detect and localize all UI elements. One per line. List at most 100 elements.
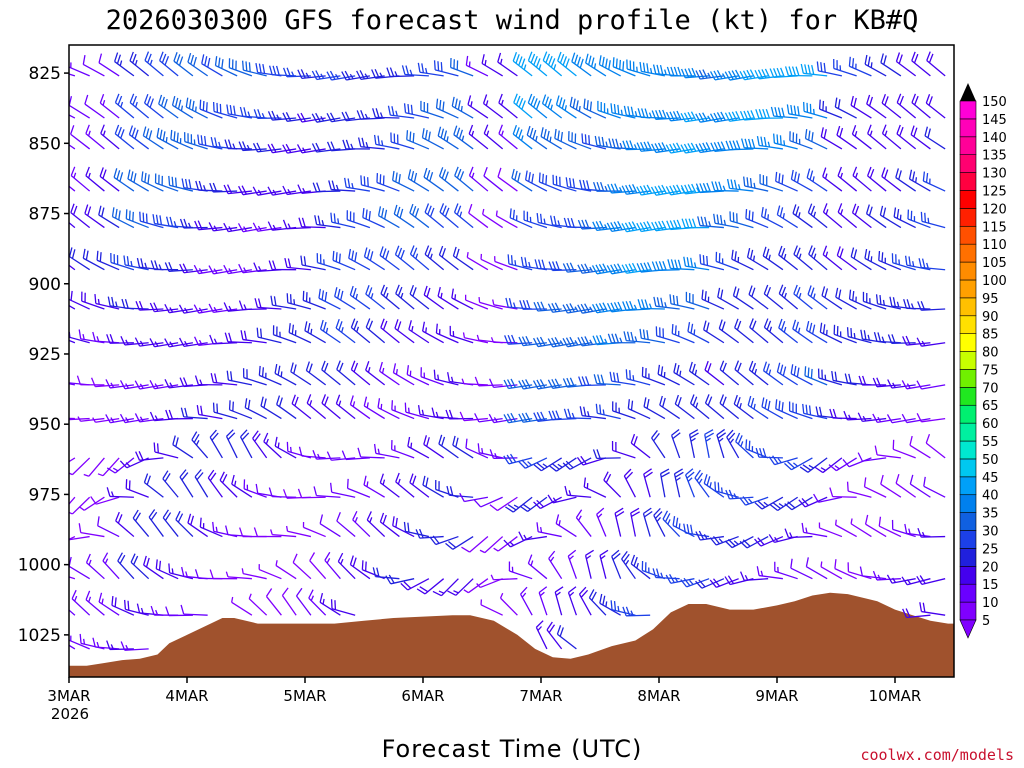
wind-barb <box>688 361 710 386</box>
wind-barb <box>716 428 727 459</box>
wind-barb <box>704 429 714 459</box>
wind-barb <box>240 330 267 344</box>
wind-barb <box>260 396 282 420</box>
wind-barb <box>858 375 887 386</box>
wind-barb <box>667 259 695 271</box>
wind-barb <box>275 560 297 580</box>
wind-barb <box>69 644 76 650</box>
wind-barb <box>281 587 297 616</box>
wind-barb <box>141 171 164 192</box>
wind-barb <box>207 469 223 498</box>
wind-barb <box>673 468 684 498</box>
wind-barb <box>817 368 843 386</box>
wind-barb <box>288 323 312 344</box>
wind-barb <box>184 132 208 150</box>
wind-barb <box>701 289 725 310</box>
wind-barb <box>866 94 887 119</box>
wind-barb <box>577 303 607 314</box>
wind-barb <box>497 167 518 192</box>
wind-barb <box>567 549 578 579</box>
wind-barb <box>532 336 562 348</box>
wind-barb <box>437 126 459 150</box>
wind-barb <box>429 535 459 546</box>
wind-barb <box>665 110 695 122</box>
wind-barb <box>818 99 843 119</box>
colorbar-label: 110 <box>982 238 1007 253</box>
wind-barb <box>69 339 76 344</box>
wind-barb <box>252 222 282 232</box>
wind-barb <box>775 171 798 192</box>
colorbar-segment <box>959 548 977 567</box>
wind-barb <box>462 332 489 344</box>
wind-barb <box>297 488 326 499</box>
wind-barb <box>341 70 371 81</box>
wind-barb <box>541 94 563 119</box>
wind-barb <box>489 378 518 389</box>
wind-barb <box>747 395 769 420</box>
wind-barb <box>415 528 444 539</box>
wind-barb <box>835 287 857 310</box>
wind-barb <box>762 246 784 271</box>
wind-barb <box>114 52 135 77</box>
wind-barb <box>330 599 356 616</box>
colorbar-segment <box>959 566 977 585</box>
wind-barb <box>578 376 606 387</box>
wind-barb <box>223 264 253 275</box>
wind-barb <box>740 138 769 150</box>
wind-barb <box>363 475 385 498</box>
wind-barb <box>911 51 931 77</box>
wind-barb <box>69 417 75 420</box>
y-tick-label: 950 <box>29 415 61 435</box>
wind-barb <box>695 530 724 541</box>
wind-barb <box>99 93 120 119</box>
wind-barb <box>209 182 238 193</box>
wind-barb <box>341 450 370 461</box>
wind-barb <box>739 69 769 81</box>
wind-barb <box>874 445 901 459</box>
wind-barb <box>490 574 518 581</box>
wind-barb <box>548 410 577 421</box>
wind-barb <box>518 335 547 347</box>
wind-barb <box>518 379 548 390</box>
wind-barb <box>461 378 488 386</box>
wind-barb <box>792 204 813 229</box>
wind-barb <box>784 528 813 539</box>
wind-barb <box>725 140 754 151</box>
wind-barb <box>579 406 606 420</box>
wind-barb <box>575 509 592 537</box>
wind-barb <box>129 51 150 77</box>
wind-barb <box>697 216 724 229</box>
wind-barb <box>581 133 607 150</box>
wind-barb <box>96 250 120 271</box>
wind-barb <box>562 303 592 314</box>
wind-barb <box>373 134 400 150</box>
wind-barb <box>106 640 134 651</box>
wind-barb <box>524 170 548 192</box>
wind-barb <box>69 383 76 386</box>
wind-barb <box>149 302 179 313</box>
wind-barb <box>406 130 430 150</box>
wind-barb <box>490 337 518 344</box>
wind-barb <box>336 512 356 538</box>
wind-barb <box>459 492 489 503</box>
wind-barb <box>409 245 430 271</box>
wind-barb <box>451 288 474 310</box>
wind-barb <box>685 291 710 310</box>
wind-barb <box>164 338 194 348</box>
wind-barb <box>650 184 680 196</box>
x-axis: 3MAR 4MAR 5MAR 6MAR 7MAR 8MAR 9MAR 10MAR <box>47 677 921 705</box>
wind-barb <box>807 285 828 310</box>
wind-barb <box>768 534 798 544</box>
wind-barb <box>158 94 179 119</box>
colorbar-label: 125 <box>982 184 1007 199</box>
wind-barb <box>503 412 533 424</box>
wind-barb <box>431 407 459 420</box>
wind-barb <box>365 318 386 344</box>
wind-barb <box>406 365 430 386</box>
wind-barb <box>69 496 91 515</box>
y-axis: 825 850 875 900 925 950 975 1000 1025 <box>18 64 69 646</box>
wind-barb <box>295 587 312 616</box>
colorbar-segment <box>959 243 977 263</box>
wind-barb <box>451 96 474 119</box>
